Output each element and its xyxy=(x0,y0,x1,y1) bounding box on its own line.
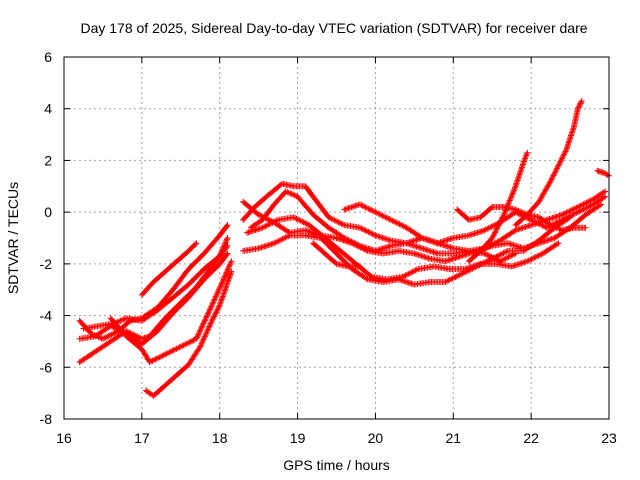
series-arc-17 xyxy=(512,98,585,229)
chart-title: Day 178 of 2025, Sidereal Day-to-day VTE… xyxy=(80,20,587,36)
y-axis-label: SDTVAR / TECUs xyxy=(5,182,21,294)
x-tick-label: 17 xyxy=(134,430,150,446)
y-tick-label: 4 xyxy=(44,101,52,117)
series-arc-18 xyxy=(594,167,612,179)
x-tick-label: 22 xyxy=(523,430,539,446)
x-tick-label: 23 xyxy=(601,430,617,446)
y-tick-label: -8 xyxy=(40,411,53,427)
x-axis-label: GPS time / hours xyxy=(283,457,390,473)
x-tick-label: 18 xyxy=(212,430,228,446)
y-tick-label: 2 xyxy=(44,152,52,168)
data-series-group xyxy=(76,98,612,399)
series-arc-5 xyxy=(107,258,235,366)
y-tick-label: -6 xyxy=(40,359,53,375)
x-tick-label: 16 xyxy=(56,430,72,446)
y-tick-label: -2 xyxy=(40,256,53,272)
series-arc-4 xyxy=(80,235,231,332)
series-arc-13 xyxy=(310,240,363,270)
series-arc-6 xyxy=(138,240,200,298)
series-arc-12 xyxy=(244,214,562,283)
x-tick-label: 21 xyxy=(445,430,461,446)
plot-frame xyxy=(63,56,610,420)
axis-ticks: 16 17 18 19 20 21 22 23 -8 -6 -4 -2 0 2 4 6 xyxy=(40,49,617,446)
series-arc-16 xyxy=(465,149,531,265)
series-arc-7 xyxy=(142,268,235,399)
y-tick-label: -4 xyxy=(40,308,53,324)
series-arc-2 xyxy=(76,242,231,366)
y-tick-label: 6 xyxy=(44,49,52,65)
x-tick-label: 20 xyxy=(368,430,384,446)
x-tick-label: 19 xyxy=(290,430,306,446)
y-tick-label: 0 xyxy=(44,204,52,220)
